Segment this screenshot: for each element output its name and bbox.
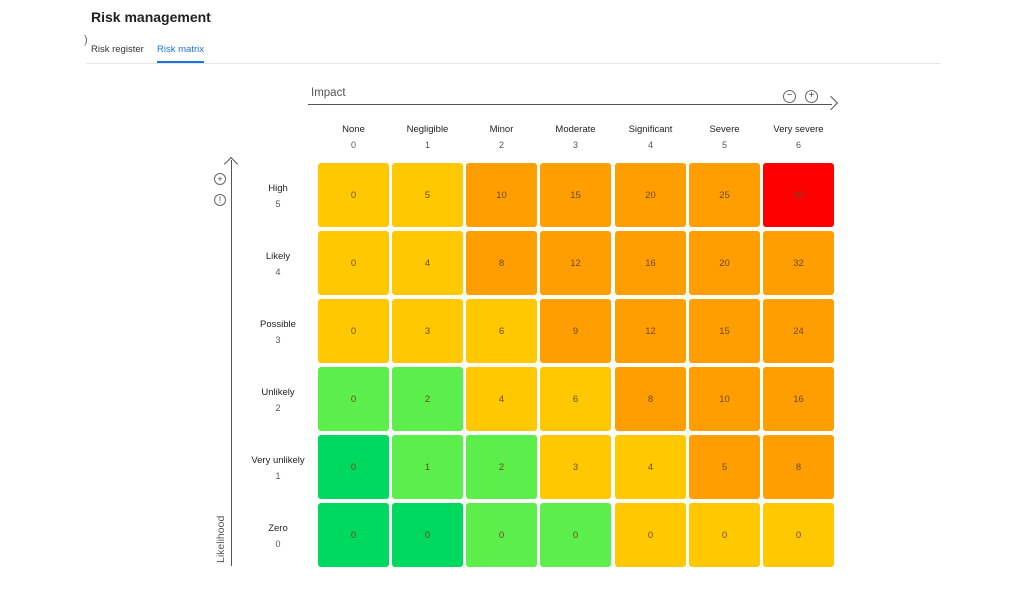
risk-cell[interactable]: 0 (318, 231, 389, 295)
likelihood-header: High 5 (245, 183, 311, 209)
risk-cell[interactable]: 0 (689, 503, 760, 567)
risk-cell[interactable]: 30 (763, 163, 834, 227)
risk-cell[interactable]: 10 (689, 367, 760, 431)
tab-risk-register[interactable]: Risk register (91, 44, 144, 55)
header-divider (86, 63, 940, 64)
likelihood-header: Likely 4 (245, 251, 311, 277)
impact-header: Significant 4 (614, 124, 688, 150)
impact-header: Negligible 1 (391, 124, 465, 150)
impact-header: Very severe 6 (762, 124, 836, 150)
impact-header-label: Minor (489, 124, 514, 135)
risk-cell[interactable]: 0 (318, 435, 389, 499)
risk-cell[interactable]: 8 (763, 435, 834, 499)
risk-cell[interactable]: 20 (689, 231, 760, 295)
risk-cell[interactable]: 16 (763, 367, 834, 431)
likelihood-header: Unlikely 2 (245, 387, 311, 413)
likelihood-header-label: Very unlikely (251, 455, 305, 466)
likelihood-header-value: 2 (275, 403, 281, 413)
impact-header: Severe 5 (688, 124, 762, 150)
impact-header-label: Very severe (773, 124, 824, 135)
risk-cell[interactable]: 1 (392, 435, 463, 499)
likelihood-header-label: Zero (268, 523, 288, 534)
risk-cell[interactable]: 10 (466, 163, 537, 227)
risk-cell[interactable]: 4 (392, 231, 463, 295)
add-circle-icon[interactable]: + (214, 173, 226, 185)
risk-cell[interactable]: 15 (540, 163, 611, 227)
risk-cell[interactable]: 6 (466, 299, 537, 363)
risk-cell[interactable]: 0 (763, 503, 834, 567)
impact-header: Minor 2 (465, 124, 539, 150)
likelihood-header: Possible 3 (245, 319, 311, 345)
risk-cell[interactable]: 9 (540, 299, 611, 363)
risk-cell[interactable]: 4 (615, 435, 686, 499)
risk-cell[interactable]: 0 (392, 503, 463, 567)
likelihood-header-label: Likely (265, 251, 291, 262)
zoom-out-icon[interactable]: − (783, 90, 796, 103)
likelihood-header-label: High (268, 183, 288, 194)
risk-cell[interactable]: 24 (763, 299, 834, 363)
risk-cell[interactable]: 0 (466, 503, 537, 567)
risk-cell[interactable]: 20 (615, 163, 686, 227)
zoom-in-icon[interactable]: + (805, 90, 818, 103)
risk-cell[interactable]: 16 (615, 231, 686, 295)
risk-cell[interactable]: 2 (466, 435, 537, 499)
risk-cell[interactable]: 0 (318, 503, 389, 567)
likelihood-header-value: 5 (275, 199, 281, 209)
collapse-icon[interactable]: ) (84, 34, 88, 46)
risk-cell[interactable]: 0 (318, 367, 389, 431)
impact-header-value: 2 (498, 140, 504, 150)
likelihood-header-value: 4 (275, 267, 281, 277)
risk-cell[interactable]: 8 (466, 231, 537, 295)
impact-header-value: 6 (795, 140, 801, 150)
impact-header-value: 0 (350, 140, 356, 150)
impact-header-value: 5 (721, 140, 727, 150)
risk-cell[interactable]: 3 (392, 299, 463, 363)
impact-header-label: Negligible (406, 124, 449, 135)
impact-header-value: 4 (647, 140, 653, 150)
risk-cell[interactable]: 0 (318, 299, 389, 363)
likelihood-header: Very unlikely 1 (245, 455, 311, 481)
risk-cell[interactable]: 5 (689, 435, 760, 499)
risk-cell[interactable]: 3 (540, 435, 611, 499)
risk-cell[interactable]: 5 (392, 163, 463, 227)
impact-header: Moderate 3 (539, 124, 613, 150)
risk-cell[interactable]: 6 (540, 367, 611, 431)
risk-cell[interactable]: 0 (615, 503, 686, 567)
risk-cell[interactable]: 12 (540, 231, 611, 295)
impact-header-label: Moderate (555, 124, 596, 135)
risk-cell[interactable]: 4 (466, 367, 537, 431)
risk-cell[interactable]: 2 (392, 367, 463, 431)
tab-risk-matrix[interactable]: Risk matrix (157, 44, 204, 55)
page-title: Risk management (91, 9, 211, 25)
impact-header-label: Significant (628, 124, 673, 135)
impact-header-value: 1 (424, 140, 430, 150)
risk-cell[interactable]: 15 (689, 299, 760, 363)
risk-cell[interactable]: 0 (540, 503, 611, 567)
impact-axis-line (308, 104, 832, 105)
info-circle-icon[interactable]: ! (214, 194, 226, 206)
likelihood-axis-label: Likelihood (215, 515, 227, 563)
likelihood-header-label: Unlikely (261, 387, 295, 398)
impact-header-value: 3 (572, 140, 578, 150)
impact-axis-label: Impact (311, 87, 346, 99)
likelihood-axis-arrow-icon (223, 156, 239, 172)
impact-axis-arrow-icon (823, 95, 839, 111)
likelihood-header-label: Possible (260, 319, 296, 330)
risk-cell[interactable]: 12 (615, 299, 686, 363)
risk-cell[interactable]: 8 (615, 367, 686, 431)
likelihood-header-value: 0 (275, 539, 281, 549)
likelihood-header: Zero 0 (245, 523, 311, 549)
active-tab-indicator (157, 61, 204, 63)
impact-header-label: None (342, 124, 365, 135)
impact-header: None 0 (317, 124, 391, 150)
likelihood-header-value: 1 (275, 471, 281, 481)
likelihood-axis-line (231, 160, 232, 566)
risk-cell[interactable]: 25 (689, 163, 760, 227)
impact-header-label: Severe (709, 124, 740, 135)
likelihood-header-value: 3 (275, 335, 281, 345)
risk-cell[interactable]: 32 (763, 231, 834, 295)
risk-cell[interactable]: 0 (318, 163, 389, 227)
